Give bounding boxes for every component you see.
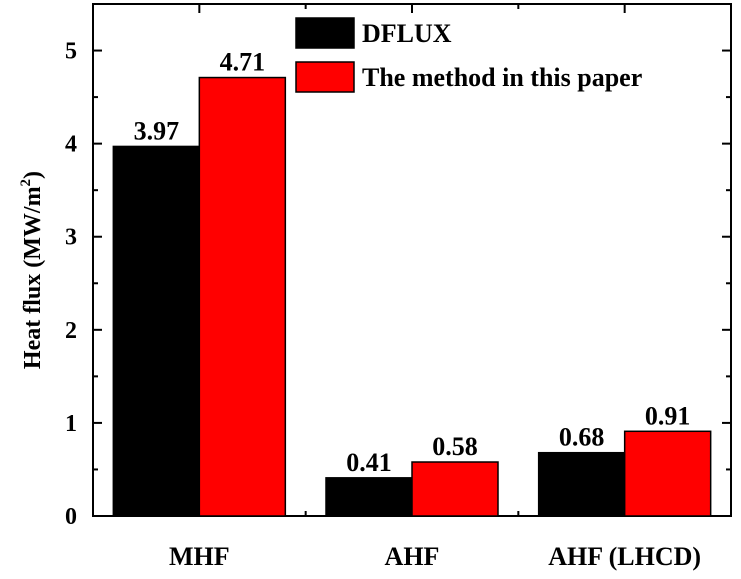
y-tick-label: 4 — [65, 132, 77, 158]
y-tick-label: 3 — [65, 225, 77, 251]
bar-value-label: 0.91 — [645, 401, 691, 430]
y-axis-label-superscript: 2 — [18, 179, 34, 187]
bar-value-label: 0.41 — [346, 448, 392, 477]
bar-value-label: 4.71 — [220, 48, 266, 77]
bars — [112, 76, 712, 517]
legend-label-1: The method in this paper — [362, 63, 642, 92]
y-axis-label-main: Heat flux (MW/m — [20, 186, 46, 369]
legend-swatch-1 — [295, 61, 355, 93]
bar-value-labels: 3.97 4.71 0.41 0.58 0.68 0.91 — [134, 48, 691, 477]
legend-label-0: DFLUX — [362, 19, 452, 48]
bar-dflux-1 — [325, 477, 413, 517]
bar-method-2 — [623, 430, 712, 517]
y-tick-label: 1 — [65, 411, 77, 437]
y-axis-label: Heat flux (MW/m2) — [18, 171, 46, 369]
bar-method-0 — [198, 76, 287, 517]
x-category-label: AHF (LHCD) — [548, 542, 701, 571]
x-category-label: AHF — [385, 542, 440, 571]
bar-method-1 — [411, 461, 499, 517]
y-tick-label: 5 — [65, 39, 77, 65]
y-axis-label-suffix: ) — [20, 171, 46, 179]
y-tick-label: 2 — [65, 318, 77, 344]
bar-value-label: 0.58 — [432, 432, 478, 461]
x-category-label: MHF — [169, 542, 230, 571]
x-axis-category-labels: MHF AHF AHF (LHCD) — [169, 542, 701, 571]
y-axis-ticks: 0 1 2 3 4 5 — [65, 39, 731, 530]
bar-value-label: 0.68 — [559, 423, 605, 452]
bar-dflux-0 — [112, 145, 201, 517]
bar-dflux-2 — [537, 451, 626, 517]
bar-value-label: 3.97 — [134, 116, 180, 145]
legend: DFLUX The method in this paper — [295, 17, 642, 93]
y-tick-label: 0 — [65, 504, 77, 530]
legend-swatch-0 — [295, 17, 355, 49]
